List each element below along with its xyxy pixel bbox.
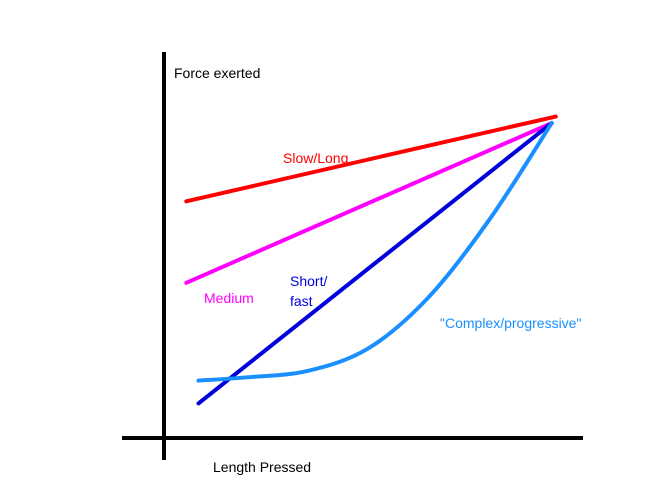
series-label-3-line-1: Short/ (290, 273, 327, 289)
series-layer (184, 114, 558, 406)
series-label-2: Medium (204, 290, 254, 306)
series-label-3-line-2: fast (290, 293, 313, 309)
x-axis-label: Length Pressed (213, 459, 311, 475)
series-line-3 (196, 121, 554, 406)
series-label-4: "Complex/progressive" (440, 315, 581, 331)
series-line-2 (184, 121, 554, 285)
series-line-1 (184, 114, 558, 204)
series-label-1: Slow/Long (283, 150, 348, 166)
y-axis-label: Force exerted (174, 65, 260, 81)
series-labels: Slow/Long Medium Short/fast "Complex/progre… (204, 150, 581, 331)
series-line-4 (196, 121, 554, 383)
